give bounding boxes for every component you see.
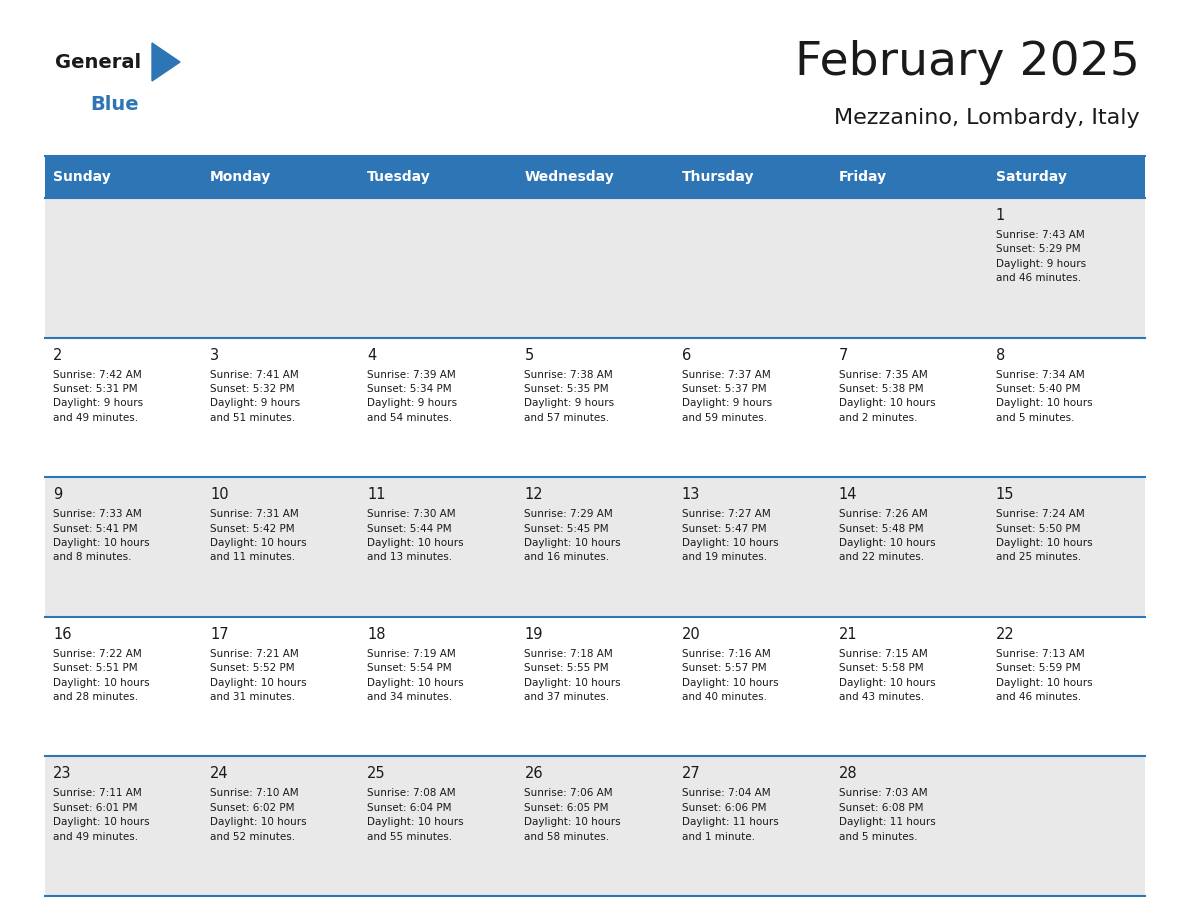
Bar (45, 756, 1145, 896)
Text: Sunday: Sunday (53, 170, 110, 184)
Text: Sunrise: 7:24 AM
Sunset: 5:50 PM
Daylight: 10 hours
and 25 minutes.: Sunrise: 7:24 AM Sunset: 5:50 PM Dayligh… (996, 509, 1093, 563)
Text: 1: 1 (996, 208, 1005, 223)
Text: 18: 18 (367, 627, 386, 642)
Text: 19: 19 (524, 627, 543, 642)
Text: 12: 12 (524, 487, 543, 502)
Text: Mezzanino, Lombardy, Italy: Mezzanino, Lombardy, Italy (834, 108, 1140, 128)
Text: Sunrise: 7:43 AM
Sunset: 5:29 PM
Daylight: 9 hours
and 46 minutes.: Sunrise: 7:43 AM Sunset: 5:29 PM Dayligh… (996, 230, 1086, 283)
Text: Sunrise: 7:27 AM
Sunset: 5:47 PM
Daylight: 10 hours
and 19 minutes.: Sunrise: 7:27 AM Sunset: 5:47 PM Dayligh… (682, 509, 778, 563)
Text: 17: 17 (210, 627, 229, 642)
Text: Sunrise: 7:22 AM
Sunset: 5:51 PM
Daylight: 10 hours
and 28 minutes.: Sunrise: 7:22 AM Sunset: 5:51 PM Dayligh… (53, 649, 150, 702)
Text: Wednesday: Wednesday (524, 170, 614, 184)
Bar (45, 338, 1145, 477)
Text: Sunrise: 7:04 AM
Sunset: 6:06 PM
Daylight: 11 hours
and 1 minute.: Sunrise: 7:04 AM Sunset: 6:06 PM Dayligh… (682, 789, 778, 842)
Text: Sunrise: 7:42 AM
Sunset: 5:31 PM
Daylight: 9 hours
and 49 minutes.: Sunrise: 7:42 AM Sunset: 5:31 PM Dayligh… (53, 370, 143, 423)
Text: Sunrise: 7:15 AM
Sunset: 5:58 PM
Daylight: 10 hours
and 43 minutes.: Sunrise: 7:15 AM Sunset: 5:58 PM Dayligh… (839, 649, 935, 702)
Text: 28: 28 (839, 767, 858, 781)
Text: Sunrise: 7:11 AM
Sunset: 6:01 PM
Daylight: 10 hours
and 49 minutes.: Sunrise: 7:11 AM Sunset: 6:01 PM Dayligh… (53, 789, 150, 842)
Text: 26: 26 (524, 767, 543, 781)
Text: Sunrise: 7:08 AM
Sunset: 6:04 PM
Daylight: 10 hours
and 55 minutes.: Sunrise: 7:08 AM Sunset: 6:04 PM Dayligh… (367, 789, 463, 842)
Bar (45, 617, 1145, 756)
Text: Sunrise: 7:21 AM
Sunset: 5:52 PM
Daylight: 10 hours
and 31 minutes.: Sunrise: 7:21 AM Sunset: 5:52 PM Dayligh… (210, 649, 307, 702)
Text: 22: 22 (996, 627, 1015, 642)
Text: Sunrise: 7:10 AM
Sunset: 6:02 PM
Daylight: 10 hours
and 52 minutes.: Sunrise: 7:10 AM Sunset: 6:02 PM Dayligh… (210, 789, 307, 842)
Text: Blue: Blue (90, 95, 139, 115)
Bar (45, 477, 1145, 617)
Text: Sunrise: 7:37 AM
Sunset: 5:37 PM
Daylight: 9 hours
and 59 minutes.: Sunrise: 7:37 AM Sunset: 5:37 PM Dayligh… (682, 370, 772, 423)
Text: 10: 10 (210, 487, 229, 502)
Text: 4: 4 (367, 348, 377, 363)
Text: Sunrise: 7:33 AM
Sunset: 5:41 PM
Daylight: 10 hours
and 8 minutes.: Sunrise: 7:33 AM Sunset: 5:41 PM Dayligh… (53, 509, 150, 563)
Text: Tuesday: Tuesday (367, 170, 431, 184)
Text: Sunrise: 7:31 AM
Sunset: 5:42 PM
Daylight: 10 hours
and 11 minutes.: Sunrise: 7:31 AM Sunset: 5:42 PM Dayligh… (210, 509, 307, 563)
Text: 2: 2 (53, 348, 63, 363)
Text: Sunrise: 7:16 AM
Sunset: 5:57 PM
Daylight: 10 hours
and 40 minutes.: Sunrise: 7:16 AM Sunset: 5:57 PM Dayligh… (682, 649, 778, 702)
Text: General: General (55, 53, 141, 73)
Text: 21: 21 (839, 627, 858, 642)
Text: Sunrise: 7:41 AM
Sunset: 5:32 PM
Daylight: 9 hours
and 51 minutes.: Sunrise: 7:41 AM Sunset: 5:32 PM Dayligh… (210, 370, 301, 423)
Bar (45, 198, 1145, 338)
Text: Sunrise: 7:26 AM
Sunset: 5:48 PM
Daylight: 10 hours
and 22 minutes.: Sunrise: 7:26 AM Sunset: 5:48 PM Dayligh… (839, 509, 935, 563)
Text: February 2025: February 2025 (795, 40, 1140, 85)
Text: 23: 23 (53, 767, 71, 781)
Text: 16: 16 (53, 627, 71, 642)
Text: 5: 5 (524, 348, 533, 363)
Text: 3: 3 (210, 348, 220, 363)
Text: Sunrise: 7:39 AM
Sunset: 5:34 PM
Daylight: 9 hours
and 54 minutes.: Sunrise: 7:39 AM Sunset: 5:34 PM Dayligh… (367, 370, 457, 423)
Text: Sunrise: 7:30 AM
Sunset: 5:44 PM
Daylight: 10 hours
and 13 minutes.: Sunrise: 7:30 AM Sunset: 5:44 PM Dayligh… (367, 509, 463, 563)
Text: 6: 6 (682, 348, 690, 363)
Text: 7: 7 (839, 348, 848, 363)
Text: 15: 15 (996, 487, 1015, 502)
Text: Sunrise: 7:34 AM
Sunset: 5:40 PM
Daylight: 10 hours
and 5 minutes.: Sunrise: 7:34 AM Sunset: 5:40 PM Dayligh… (996, 370, 1093, 423)
Text: 27: 27 (682, 767, 700, 781)
Text: Friday: Friday (839, 170, 886, 184)
Text: Sunrise: 7:18 AM
Sunset: 5:55 PM
Daylight: 10 hours
and 37 minutes.: Sunrise: 7:18 AM Sunset: 5:55 PM Dayligh… (524, 649, 621, 702)
Text: 11: 11 (367, 487, 386, 502)
Text: Sunrise: 7:29 AM
Sunset: 5:45 PM
Daylight: 10 hours
and 16 minutes.: Sunrise: 7:29 AM Sunset: 5:45 PM Dayligh… (524, 509, 621, 563)
Text: Sunrise: 7:38 AM
Sunset: 5:35 PM
Daylight: 9 hours
and 57 minutes.: Sunrise: 7:38 AM Sunset: 5:35 PM Dayligh… (524, 370, 614, 423)
Text: Sunrise: 7:06 AM
Sunset: 6:05 PM
Daylight: 10 hours
and 58 minutes.: Sunrise: 7:06 AM Sunset: 6:05 PM Dayligh… (524, 789, 621, 842)
Text: 8: 8 (996, 348, 1005, 363)
Text: Monday: Monday (210, 170, 271, 184)
Text: Sunrise: 7:19 AM
Sunset: 5:54 PM
Daylight: 10 hours
and 34 minutes.: Sunrise: 7:19 AM Sunset: 5:54 PM Dayligh… (367, 649, 463, 702)
Text: Sunrise: 7:35 AM
Sunset: 5:38 PM
Daylight: 10 hours
and 2 minutes.: Sunrise: 7:35 AM Sunset: 5:38 PM Dayligh… (839, 370, 935, 423)
Text: Sunrise: 7:03 AM
Sunset: 6:08 PM
Daylight: 11 hours
and 5 minutes.: Sunrise: 7:03 AM Sunset: 6:08 PM Dayligh… (839, 789, 935, 842)
Text: Sunrise: 7:13 AM
Sunset: 5:59 PM
Daylight: 10 hours
and 46 minutes.: Sunrise: 7:13 AM Sunset: 5:59 PM Dayligh… (996, 649, 1093, 702)
Text: 24: 24 (210, 767, 229, 781)
Text: 25: 25 (367, 767, 386, 781)
Text: 13: 13 (682, 487, 700, 502)
Text: 9: 9 (53, 487, 62, 502)
Text: Saturday: Saturday (996, 170, 1067, 184)
Text: 14: 14 (839, 487, 858, 502)
Text: 20: 20 (682, 627, 700, 642)
Bar (45, 156, 1145, 198)
Polygon shape (152, 43, 181, 81)
Text: Thursday: Thursday (682, 170, 754, 184)
